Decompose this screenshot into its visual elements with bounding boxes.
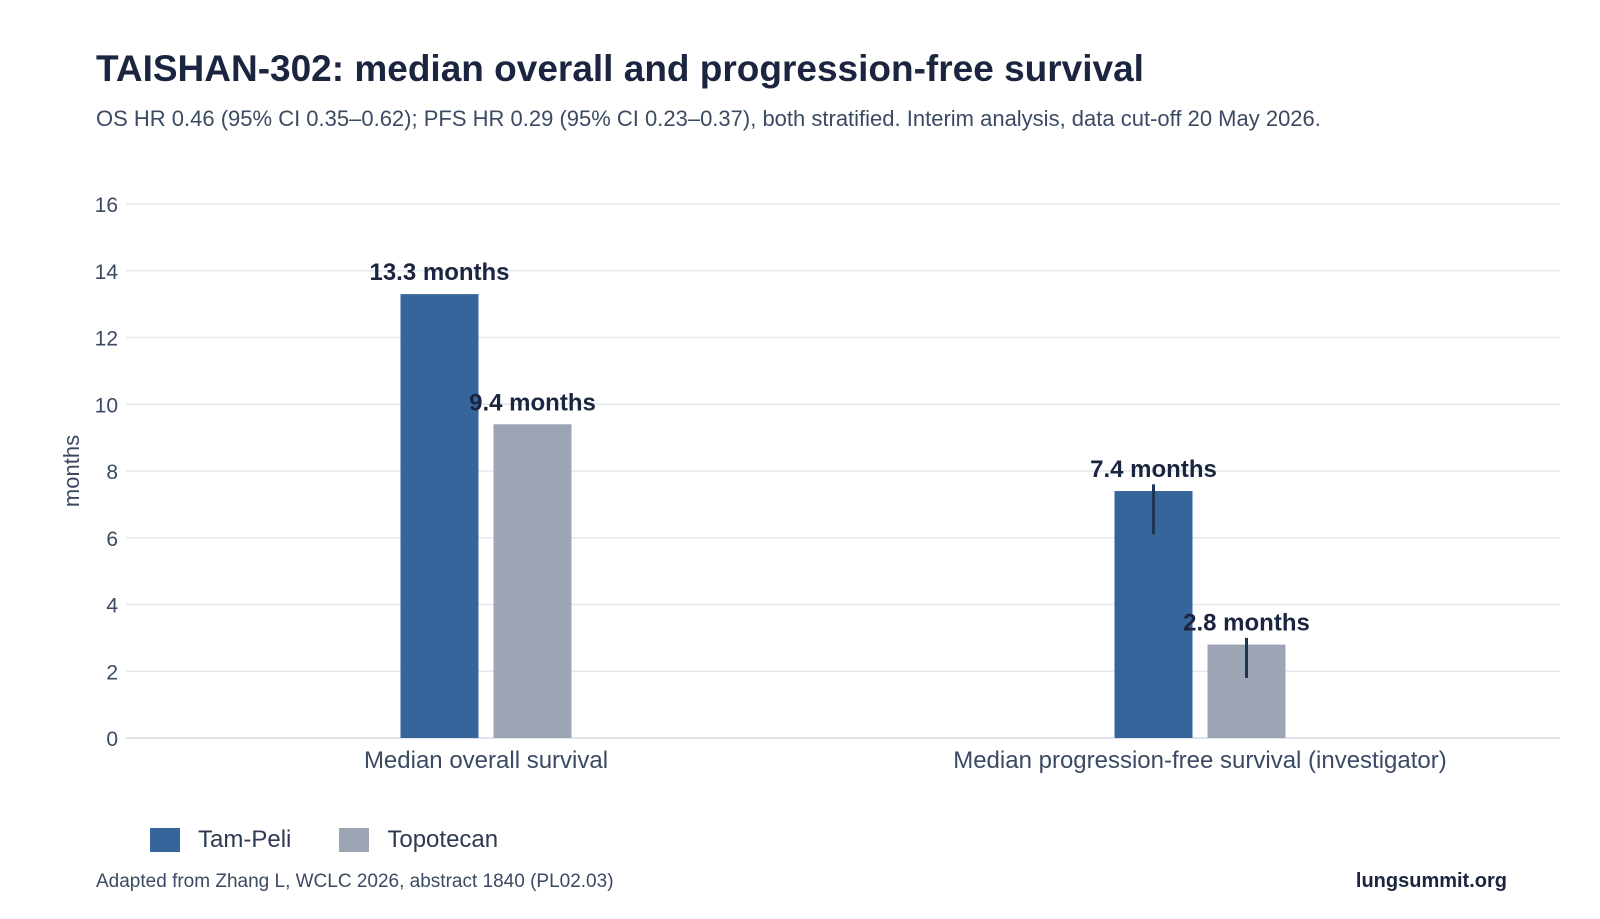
y-tick-label-2: 2 (106, 661, 118, 684)
x-category-label-os: Median overall survival (364, 747, 608, 774)
data-label-tam-peli-pfs: 7.4 months (1090, 456, 1217, 483)
y-tick-label-0: 0 (106, 728, 118, 751)
data-label-topotecan-os: 9.4 months (469, 389, 596, 416)
y-tick-label-8: 8 (106, 461, 118, 484)
bar-tam-peli-os (400, 294, 479, 738)
source-note: Adapted from Zhang L, WCLC 2026, abstrac… (96, 871, 614, 892)
legend-swatch-tam-peli (150, 828, 180, 852)
legend-swatch-topotecan (339, 828, 370, 852)
legend-item-topotecan: Topotecan (339, 826, 498, 854)
y-tick-label-10: 10 (95, 394, 118, 417)
x-axis-categories: Median overall survival Median progressio… (364, 747, 1447, 774)
data-label-topotecan-pfs: 2.8 months (1183, 610, 1310, 637)
legend-label-tam-peli: Tam-Peli (198, 826, 292, 853)
data-label-tam-peli-os: 13.3 months (369, 259, 509, 286)
x-category-label-pfs: Median progression-free survival (invest… (953, 747, 1447, 774)
legend: Tam-Peli Topotecan (150, 826, 546, 854)
legend-label-topotecan: Topotecan (387, 826, 499, 853)
chart-title: TAISHAN-302: median overall and progress… (96, 48, 1144, 89)
error-bars (1152, 484, 1248, 678)
y-tick-label-14: 14 (95, 261, 119, 284)
y-tick-label-4: 4 (106, 595, 118, 618)
legend-item-tam-peli: Tam-Peli (150, 826, 291, 854)
y-tick-label-16: 16 (95, 194, 118, 217)
brand-name: lungsummit.org (1355, 870, 1507, 892)
y-axis-label: months (59, 435, 84, 507)
y-tick-label-12: 12 (95, 328, 118, 351)
bars (400, 294, 1286, 738)
gridlines (126, 203, 1560, 739)
y-tick-label-6: 6 (106, 528, 118, 551)
chart-subtitle: OS HR 0.46 (95% CI 0.35–0.62); PFS HR 0.… (96, 106, 1321, 131)
bar-topotecan-os (493, 424, 572, 738)
data-labels: 13.3 months 9.4 months 7.4 months 2.8 month… (369, 259, 1309, 636)
y-axis-ticks: 0 2 4 6 8 10 12 14 16 (95, 194, 119, 751)
